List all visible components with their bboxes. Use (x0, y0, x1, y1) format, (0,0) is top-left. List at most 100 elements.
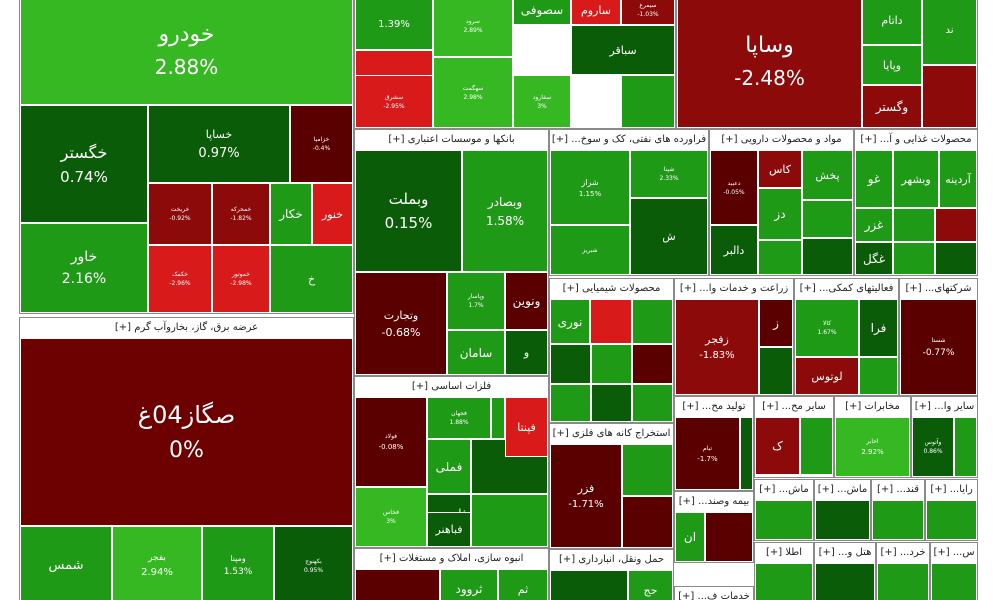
stock-tile[interactable]: وساپا -2.48% (677, 0, 862, 128)
sector-6-filler-tile[interactable] (802, 238, 853, 275)
stock-tile[interactable]: ونوین (505, 272, 548, 330)
expand-icon[interactable]: [+] (860, 134, 880, 145)
stock-tile[interactable]: وپاسار 1.7% (447, 272, 505, 330)
expand-icon[interactable]: [+] (930, 484, 950, 495)
sector-9-filler-tile[interactable] (550, 384, 591, 422)
stock-tile[interactable]: ثروود (440, 569, 498, 600)
stock-tile[interactable]: ساروم (571, 0, 621, 25)
stock-tile[interactable]: وبملت 0.15% (355, 150, 462, 272)
stock-tile[interactable]: کالا 1.67% (795, 299, 859, 357)
stock-tile[interactable]: وآتوس 0.86% (912, 417, 954, 477)
stock-tile[interactable]: ثم (498, 569, 548, 600)
expand-icon[interactable]: [+] (678, 591, 698, 600)
stock-tile[interactable]: فرا (859, 299, 898, 357)
sector-9-filler-tile[interactable] (550, 344, 591, 384)
expand-icon[interactable]: [+] (721, 134, 741, 145)
expand-icon[interactable]: [+] (905, 283, 925, 294)
sector-19-filler-tile[interactable] (705, 512, 753, 562)
sector-13-filler-tile[interactable] (491, 397, 505, 439)
stock-tile[interactable]: غو (855, 150, 893, 208)
stock-tile[interactable]: خ (270, 245, 353, 313)
stock-tile[interactable]: فملی (427, 439, 471, 494)
stock-tile[interactable]: وبصادر 1.58% (462, 150, 548, 272)
sector-7-filler-tile[interactable] (893, 242, 935, 275)
sector-26-filler-tile[interactable] (755, 563, 813, 600)
stock-tile[interactable]: صگاز04غ 0% (20, 338, 353, 526)
expand-icon[interactable]: [+] (933, 547, 953, 558)
sector-header[interactable]: س... [+] (931, 543, 977, 563)
stock-tile[interactable]: اخابر 2.92% (835, 417, 910, 477)
expand-icon[interactable]: [+] (817, 484, 838, 495)
sector-header[interactable]: زراعت و خدمات وا... [+] (675, 279, 793, 299)
sector-header[interactable]: مواد و محصولات دارویی [+] (710, 130, 853, 150)
sector-header[interactable]: ماش... [+] (815, 480, 870, 500)
sector-28-filler-tile[interactable] (877, 563, 929, 600)
stock-tile[interactable]: ومپنا 1.53% (202, 526, 274, 600)
sector-23-filler-tile[interactable] (926, 500, 977, 540)
stock-tile[interactable]: فپنتا (505, 397, 548, 457)
stock-tile[interactable]: فزر -1.71% (550, 444, 622, 548)
expand-icon[interactable]: [+] (682, 401, 702, 412)
expand-icon[interactable]: [+] (799, 283, 820, 294)
stock-tile[interactable]: وتجارت -0.68% (355, 272, 447, 375)
stock-tile[interactable]: سامان (447, 330, 505, 375)
stock-tile[interactable]: فجهان 1.88% (427, 397, 491, 439)
sector-7-filler-tile[interactable] (935, 208, 977, 242)
stock-tile[interactable]: فخاس 3% (355, 487, 427, 547)
stock-tile[interactable]: نوری (550, 299, 590, 344)
sector-header[interactable]: خدمات ف... [+] (675, 587, 753, 600)
sector-header[interactable]: فلزات اساسی [+] (355, 377, 548, 397)
stock-tile[interactable]: سرود 2.89% (433, 0, 513, 57)
stock-tile[interactable]: خساپا 0.97% (148, 105, 290, 183)
stock-tile[interactable]: ک (755, 417, 800, 475)
sector-header[interactable]: اطلا [+] (755, 543, 813, 563)
expand-icon[interactable]: [+] (818, 547, 838, 558)
stock-tile[interactable]: خودرو 2.88% (20, 0, 353, 105)
stock-tile[interactable]: فباهنر (427, 512, 471, 547)
sector-header[interactable]: قند... [+] (872, 480, 924, 500)
sector-27-filler-tile[interactable] (815, 563, 875, 600)
sector-20-filler-tile[interactable] (755, 500, 813, 540)
sector-11-filler-tile[interactable] (859, 357, 898, 395)
sector-15-filler-tile[interactable] (740, 417, 753, 490)
sector-6-filler-tile[interactable] (758, 240, 802, 275)
sector-header[interactable]: بیمه وصند... [+] (675, 492, 753, 512)
stock-tile[interactable]: بفجر 2.94% (112, 526, 202, 600)
sector-header[interactable]: حمل ونقل، انبارداری [+] (550, 550, 673, 570)
stock-tile[interactable]: ان (675, 512, 705, 562)
sector-14-filler-tile[interactable] (622, 496, 673, 548)
stock-tile[interactable]: پخش (802, 150, 853, 200)
stock-tile[interactable]: کاس (758, 150, 802, 188)
sector-7-filler-tile[interactable] (893, 208, 935, 242)
expand-icon[interactable]: [+] (678, 496, 699, 507)
sector-header[interactable]: بانکها و موسسات اعتباری [+] (355, 130, 548, 150)
expand-icon[interactable]: [+] (379, 553, 399, 564)
stock-tile[interactable]: ش (630, 198, 708, 275)
stock-tile[interactable]: دز (758, 188, 802, 240)
stock-tile[interactable]: و (505, 330, 548, 375)
stock-tile[interactable]: غزر (855, 208, 893, 242)
stock-tile[interactable]: خزامیا -0.4% (290, 105, 353, 183)
stock-tile[interactable]: سیمرغ -1.03% (621, 0, 675, 25)
stock-tile[interactable]: ند (922, 0, 977, 65)
expand-icon[interactable]: [+] (552, 428, 572, 439)
stock-tile[interactable]: غگل (855, 242, 893, 275)
sector-9-filler-tile[interactable] (591, 384, 632, 422)
stock-tile[interactable]: خکمک -2.96% (148, 245, 212, 313)
sector-header[interactable]: استخراج کانه های فلزی [+] (550, 424, 673, 444)
stock-tile[interactable]: دالبر (710, 225, 758, 275)
stock-tile[interactable]: سصوفی (513, 0, 571, 25)
sector-9-filler-tile[interactable] (590, 299, 632, 344)
sector-25-filler-tile[interactable] (550, 570, 628, 600)
sector-header[interactable]: تولید مح... [+] (675, 397, 753, 417)
expand-icon[interactable]: [+] (551, 134, 572, 145)
sector-9-filler-tile[interactable] (591, 344, 632, 384)
expand-icon[interactable]: [+] (914, 401, 935, 412)
stock-tile[interactable]: شپنا 2.33% (630, 150, 708, 198)
sector-header[interactable]: عرضه برق، گاز، بخاروآب گرم [+] (20, 318, 353, 338)
sector-header[interactable]: محصولات غذایی و آ... [+] (855, 130, 977, 150)
stock-tile[interactable]: لوتوس (795, 357, 859, 395)
stock-tile[interactable]: حج (628, 570, 673, 600)
sector-16-filler-tile[interactable] (800, 417, 833, 475)
sector-header[interactable]: انبوه سازی، املاک و مستغلات [+] (355, 549, 548, 569)
